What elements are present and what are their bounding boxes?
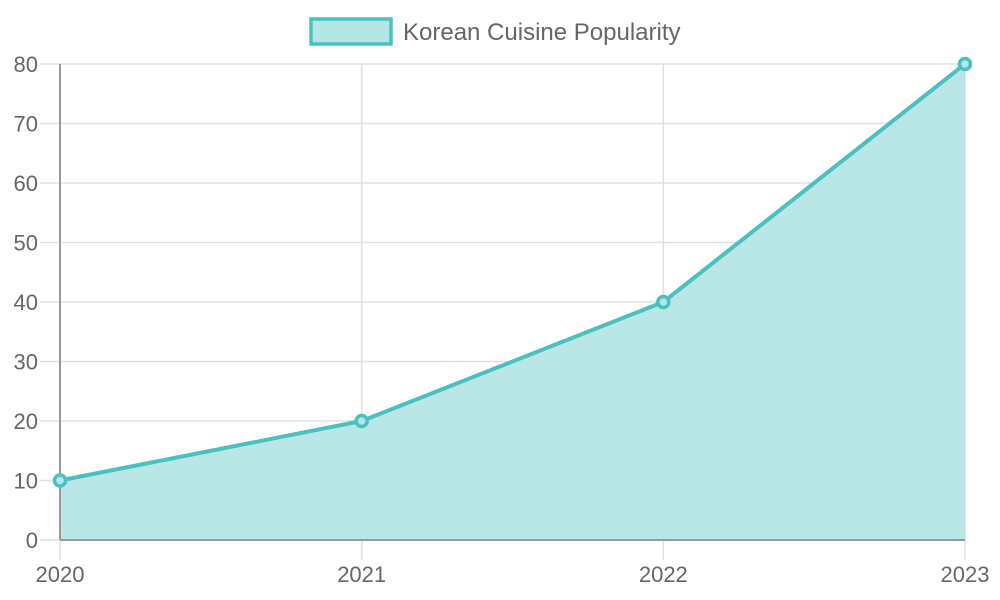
x-tick-label: 2021 [337,562,386,587]
y-tick-label: 70 [14,112,38,137]
legend-label: Korean Cuisine Popularity [403,19,681,46]
data-point[interactable] [354,413,369,429]
y-tick-label: 50 [14,231,38,256]
series-line-layer [59,62,967,483]
x-tick-label: 2020 [36,562,85,587]
y-tick-label: 20 [14,409,38,434]
y-tick-label: 40 [14,290,38,315]
legend-swatch [309,17,393,46]
y-tick-label: 0 [26,528,38,553]
y-tick-label: 10 [14,469,38,494]
tick-labels: 0 10 20 30 40 50 60 70 80 2020 2021 2022 2023 [14,52,990,587]
y-tick-label: 60 [14,171,38,196]
axes [59,64,965,541]
data-point[interactable] [656,294,671,310]
data-point[interactable] [957,56,973,72]
x-tick-label: 2023 [941,562,990,587]
legend[interactable]: Korean Cuisine Popularity [309,17,681,46]
y-tick-label: 30 [14,350,38,375]
x-tick-label: 2022 [639,562,688,587]
series-area [60,64,965,540]
y-tick-label: 80 [14,52,38,77]
series-line [59,62,967,483]
area-layer [60,64,965,540]
data-point[interactable] [52,473,68,488]
data-points [52,56,973,488]
